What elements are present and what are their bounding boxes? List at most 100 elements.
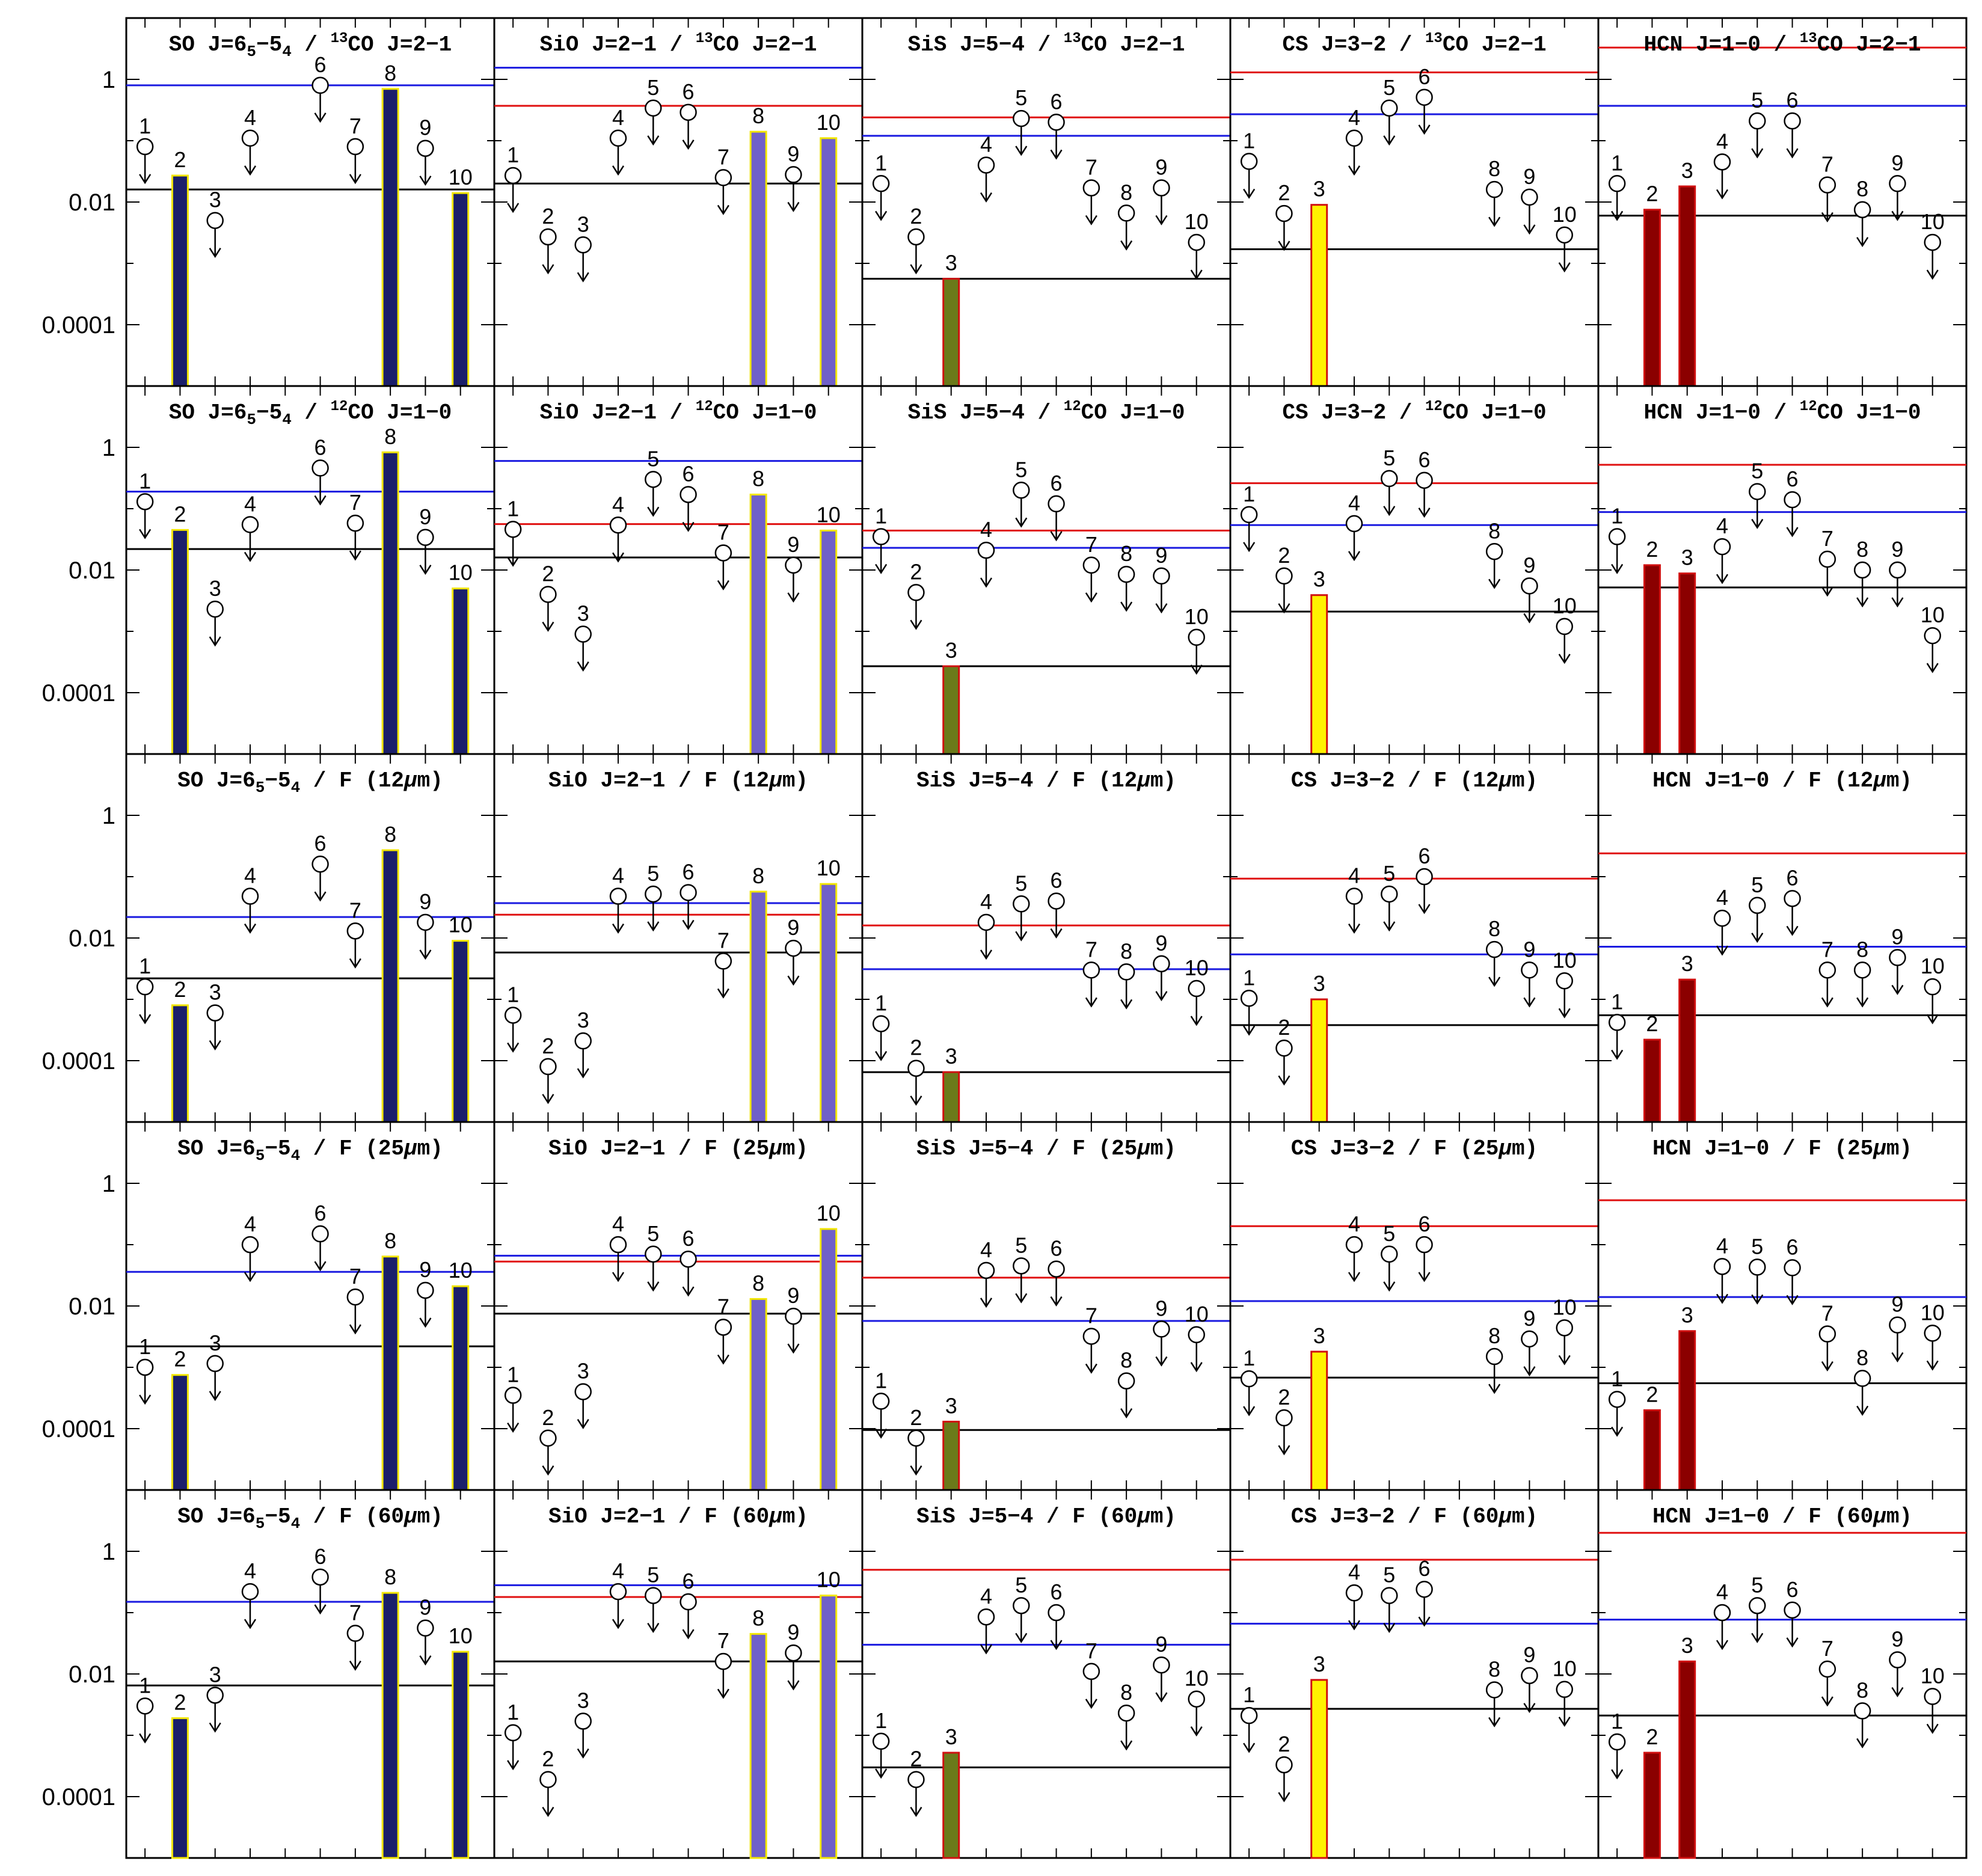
upper-limit-point-9 bbox=[417, 1281, 434, 1299]
upper-limit-point-4 bbox=[1713, 153, 1731, 171]
upper-limit-point-5 bbox=[1749, 1597, 1766, 1614]
bar-2 bbox=[171, 1717, 189, 1859]
panel-title: CS J=3−2 / F (60μm) bbox=[1291, 1504, 1538, 1529]
upper-limit-label-6: 6 bbox=[1787, 1577, 1799, 1602]
panel-sis-r4: 3 12 4 5 6 789 10 SiS J=5−4 / F (60μm) bbox=[861, 1489, 1232, 1859]
upper-limit-point-8 bbox=[1485, 543, 1503, 560]
arrow-head bbox=[1856, 997, 1869, 1008]
upper-limit-point-2 bbox=[1275, 1409, 1293, 1427]
bar-label-8: 8 bbox=[752, 1271, 764, 1295]
bar-10 bbox=[820, 137, 838, 387]
upper-limit-point-2 bbox=[539, 1429, 557, 1447]
upper-limit-label-2: 2 bbox=[1278, 1015, 1290, 1040]
arrow-head bbox=[1488, 1717, 1501, 1727]
upper-limit-point-3 bbox=[206, 212, 224, 229]
upper-limit-label-6: 6 bbox=[1051, 89, 1063, 114]
upper-limit-label-4: 4 bbox=[1716, 885, 1728, 910]
upper-limit-point-1 bbox=[1240, 506, 1258, 524]
upper-limit-point-1 bbox=[1608, 1014, 1626, 1031]
upper-limit-point-5 bbox=[1749, 1258, 1766, 1276]
upper-limit-label-3: 3 bbox=[577, 601, 589, 626]
upper-limit-point-4 bbox=[1713, 1258, 1731, 1275]
upper-limit-label-2: 2 bbox=[1278, 1732, 1290, 1756]
upper-limit-point-9 bbox=[1889, 1316, 1906, 1334]
y-tick-label: 0.0001 bbox=[42, 1048, 115, 1074]
y-tick-label: 0.01 bbox=[69, 925, 115, 952]
upper-limit-label-1: 1 bbox=[139, 954, 151, 978]
upper-limit-label-4: 4 bbox=[1348, 105, 1360, 130]
arrow-head bbox=[875, 1428, 888, 1439]
bar-10 bbox=[820, 883, 838, 1123]
upper-limit-point-4 bbox=[1345, 1584, 1363, 1602]
upper-limit-point-10 bbox=[1188, 979, 1205, 998]
arrow-head bbox=[314, 891, 327, 902]
bar-label-10: 10 bbox=[449, 1623, 473, 1648]
arrow-head bbox=[139, 1394, 152, 1405]
upper-limit-label-7: 7 bbox=[349, 898, 361, 922]
upper-limit-point-6 bbox=[680, 884, 697, 901]
panel-title: CS J=3−2 / 13CO J=2−1 bbox=[1282, 31, 1546, 57]
upper-limit-label-9: 9 bbox=[419, 504, 431, 529]
arrow-head bbox=[1786, 148, 1799, 159]
upper-limit-label-9: 9 bbox=[1523, 164, 1535, 189]
upper-limit-point-2 bbox=[539, 228, 557, 246]
panel-sio-r0: 8 10 1 2 3 45 6 7 9 SiO J=2−1 / 13CO J=2−1 bbox=[493, 17, 864, 387]
arrow-head bbox=[1278, 1445, 1290, 1456]
upper-limit-point-4 bbox=[241, 1583, 259, 1601]
arrow-head bbox=[1926, 1723, 1939, 1734]
arrow-head bbox=[209, 248, 221, 259]
arrow-head bbox=[1383, 506, 1396, 517]
upper-limit-label-7: 7 bbox=[717, 520, 729, 545]
upper-limit-point-5 bbox=[1013, 1597, 1030, 1614]
upper-limit-point-6 bbox=[1784, 491, 1801, 509]
arrow-head bbox=[139, 529, 152, 539]
bar-label-3: 3 bbox=[1681, 951, 1693, 976]
upper-limit-point-4 bbox=[1713, 1604, 1731, 1622]
upper-limit-point-1 bbox=[504, 1387, 522, 1404]
upper-limit-label-5: 5 bbox=[647, 861, 659, 886]
arrow-head bbox=[717, 1688, 729, 1699]
upper-limit-point-9 bbox=[417, 139, 434, 157]
upper-limit-label-1: 1 bbox=[1611, 989, 1623, 1014]
panel-title: SiO J=2−1 / 12CO J=1−0 bbox=[540, 399, 817, 425]
upper-limit-point-9 bbox=[1889, 561, 1906, 579]
upper-limit-point-2 bbox=[907, 584, 925, 601]
panel-title: HCN J=1−0 / F (60μm) bbox=[1652, 1504, 1912, 1529]
upper-limit-point-6 bbox=[1416, 868, 1433, 886]
upper-limit-label-4: 4 bbox=[612, 492, 624, 517]
bar-label-2: 2 bbox=[174, 147, 186, 172]
panel-title: CS J=3−2 / 12CO J=1−0 bbox=[1282, 399, 1546, 425]
upper-limit-label-5: 5 bbox=[1383, 861, 1395, 886]
arrow-head bbox=[717, 580, 729, 590]
upper-limit-point-9 bbox=[785, 1307, 802, 1325]
panel-sio-r1: 8 10 1 23 456 7 9 SiO J=2−1 / 12CO J=1−0 bbox=[493, 385, 864, 755]
upper-limit-label-10: 10 bbox=[1185, 209, 1209, 234]
arrow-head bbox=[1716, 1293, 1729, 1304]
panel-sio-r3: 8 10 123 4 5 6 7 9 SiO J=2−1 / F (25μm) bbox=[493, 1121, 864, 1491]
upper-limit-point-5 bbox=[645, 471, 662, 488]
arrow-head bbox=[1821, 1696, 1833, 1707]
upper-limit-point-9 bbox=[417, 529, 434, 547]
arrow-head bbox=[980, 192, 993, 203]
arrow-head bbox=[1190, 1016, 1203, 1026]
upper-limit-point-7 bbox=[714, 1319, 732, 1336]
upper-limit-point-1 bbox=[1240, 990, 1258, 1007]
upper-limit-point-5 bbox=[1381, 1587, 1398, 1604]
bar-label-3: 3 bbox=[945, 1393, 957, 1418]
upper-limit-point-7 bbox=[714, 1652, 732, 1670]
upper-limit-label-7: 7 bbox=[1085, 1303, 1097, 1328]
upper-limit-label-4: 4 bbox=[1716, 513, 1728, 538]
bar-label-2: 2 bbox=[1646, 1011, 1658, 1036]
upper-limit-label-7: 7 bbox=[717, 1628, 729, 1653]
upper-limit-point-6 bbox=[311, 459, 329, 477]
upper-limit-point-2 bbox=[539, 1771, 557, 1788]
upper-limit-point-8 bbox=[1853, 201, 1871, 218]
upper-limit-point-10 bbox=[1188, 628, 1205, 646]
arrow-head bbox=[1085, 592, 1097, 603]
arrow-head bbox=[1558, 262, 1571, 273]
upper-limit-point-10 bbox=[1556, 1319, 1573, 1337]
arrow-head bbox=[1155, 603, 1168, 614]
upper-limit-label-3: 3 bbox=[209, 980, 221, 1005]
upper-limit-point-9 bbox=[1153, 567, 1170, 585]
bar-label-10: 10 bbox=[449, 165, 473, 189]
